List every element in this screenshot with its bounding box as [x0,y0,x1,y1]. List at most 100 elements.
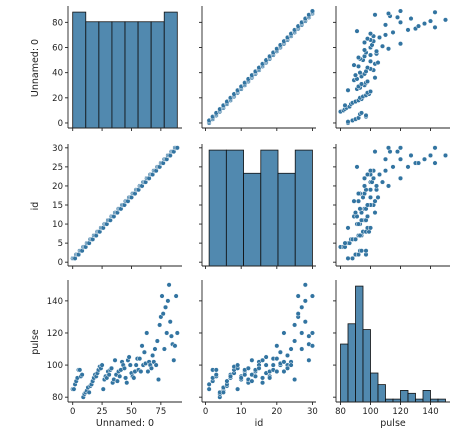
point-id-vs-pulse-81 [427,152,434,158]
xtick-label: 0 [203,407,208,417]
point-pulse-vs-id-31 [242,372,248,378]
point-id-vs-pulse-1 [345,255,351,261]
point-unnamed-vs-pulse-79 [421,21,428,27]
point-pulse-vs-unnamed-81 [165,298,171,304]
point-id-vs-pulse-77 [415,160,422,166]
hist-bar-id-3 [260,149,279,267]
point-pulse-vs-id-82 [302,282,308,288]
point-pulse-vs-unnamed-59 [139,343,145,349]
point-id-vs-pulse-73 [354,164,360,170]
point-pulse-vs-id-78 [299,346,305,352]
ytick-label: 80 [52,393,63,403]
point-pulse-vs-unnamed-74 [157,322,163,328]
panel-id-vs-unnamed: 0 5 10 15 20 25 30 [52,144,182,269]
point-unnamed-vs-pulse-40 [357,70,363,76]
point-pulse-vs-id-45 [260,375,266,381]
point-pulse-vs-id-67 [284,365,291,371]
point-pulse-vs-id-74 [292,322,298,328]
point-pulse-vs-id-73 [292,376,298,383]
point-pulse-vs-id-68 [284,352,291,358]
hist-bar-unnamed-6 [150,21,165,129]
point-id-vs-pulse-76 [432,160,438,166]
point-id-vs-pulse-26 [345,225,351,231]
point-unnamed-vs-pulse-49 [367,58,374,64]
point-pulse-vs-id-25 [235,362,241,368]
point-pulse-vs-unnamed-68 [150,352,156,358]
point-id-vs-pulse-78 [382,156,389,162]
ytick-label: 20 [52,94,63,104]
point-unnamed-vs-pulse-71 [367,31,374,37]
point-id-vs-pulse-47 [372,198,378,204]
xtick-label: 80 [335,407,346,417]
point-id-vs-pulse-63 [397,175,404,181]
point-pulse-vs-id-81 [302,298,308,304]
point-pulse-vs-id-89 [309,330,315,336]
point-unnamed-vs-pulse-26 [345,87,351,93]
ytick-label: 5 [58,239,63,249]
point-pulse-vs-unnamed-40 [117,373,123,379]
point-pulse-vs-id-59 [274,343,280,349]
point-unnamed-vs-pulse-14 [342,102,348,108]
point-id-vs-pulse-48 [375,194,381,200]
point-unnamed-vs-pulse-81 [427,18,434,24]
point-id-vs-unnamed-89 [174,145,180,151]
ytick-label: 15 [52,201,63,211]
hist-bar-id-5 [294,149,313,267]
point-unnamed-vs-pulse-31 [358,81,365,87]
point-unnamed-vs-pulse-76 [432,24,438,30]
point-pulse-vs-id-84 [306,333,312,339]
ytick-label: 40 [52,69,63,79]
point-pulse-vs-id-8 [213,372,219,378]
panel-pulse-vs-id: 0 10 20 30 [199,280,318,417]
point-pulse-vs-id-40 [252,373,258,379]
point-pulse-vs-unnamed-73 [155,376,162,383]
point-unnamed-vs-pulse-38 [352,72,359,78]
hist-bar-pulse-5 [377,384,386,403]
point-id-vs-pulse-44 [364,202,371,208]
point-pulse-vs-unnamed-45 [123,375,129,381]
point-pulse-vs-id-44 [256,365,262,371]
row-label-pulse: pulse [30,329,41,355]
point-pulse-vs-id-46 [260,380,266,386]
point-unnamed-vs-pulse-1 [345,119,351,125]
point-pulse-vs-unnamed-77 [160,311,166,317]
xtick-label: 20 [271,407,282,417]
xtick-label: 50 [126,407,137,417]
point-pulse-vs-id-47 [260,357,266,363]
point-id-vs-pulse-65 [370,175,377,181]
point-unnamed-vs-pulse-72 [390,29,396,35]
point-id-vs-pulse-71 [367,168,374,174]
point-pulse-vs-unnamed-63 [144,330,150,336]
point-id-vs-pulse-29 [355,221,362,227]
point-pulse-vs-unnamed-89 [174,330,180,336]
point-pulse-vs-unnamed-70 [152,346,158,352]
point-unnamed-vs-pulse-48 [375,60,381,66]
point-pulse-vs-id-79 [299,304,305,310]
point-id-vs-pulse-6 [363,248,369,254]
point-id-vs-pulse-68 [376,171,383,178]
point-id-vs-pulse-14 [342,240,348,246]
point-unnamed-vs-pulse-52 [355,55,362,61]
point-pulse-vs-id-36 [249,357,255,363]
ytick-label: 20 [52,182,63,192]
row-label-id: id [30,202,41,211]
hist-bar-id-1 [225,149,244,267]
point-unnamed-vs-pulse-25 [367,88,374,95]
point-id-vs-pulse-49 [367,194,374,200]
point-unnamed-vs-pulse-44 [364,65,371,71]
point-pulse-vs-unnamed-57 [137,356,143,362]
point-unnamed-vs-pulse-82 [442,17,449,23]
point-pulse-vs-id-88 [309,293,315,299]
col-label-id: id [255,418,264,429]
point-pulse-vs-id-17 [224,378,230,384]
point-unnamed-vs-pulse-68 [376,34,383,40]
hist-bar-id-2 [243,172,262,267]
point-unnamed-vs-pulse-77 [415,23,422,29]
point-pulse-vs-unnamed-36 [112,357,118,363]
point-id-vs-pulse-31 [358,217,365,223]
point-id-vs-pulse-82 [442,152,449,158]
xtick-label: 30 [307,407,318,417]
point-unnamed-vs-pulse-83 [408,16,414,22]
point-pulse-vs-id-6 [213,367,219,373]
